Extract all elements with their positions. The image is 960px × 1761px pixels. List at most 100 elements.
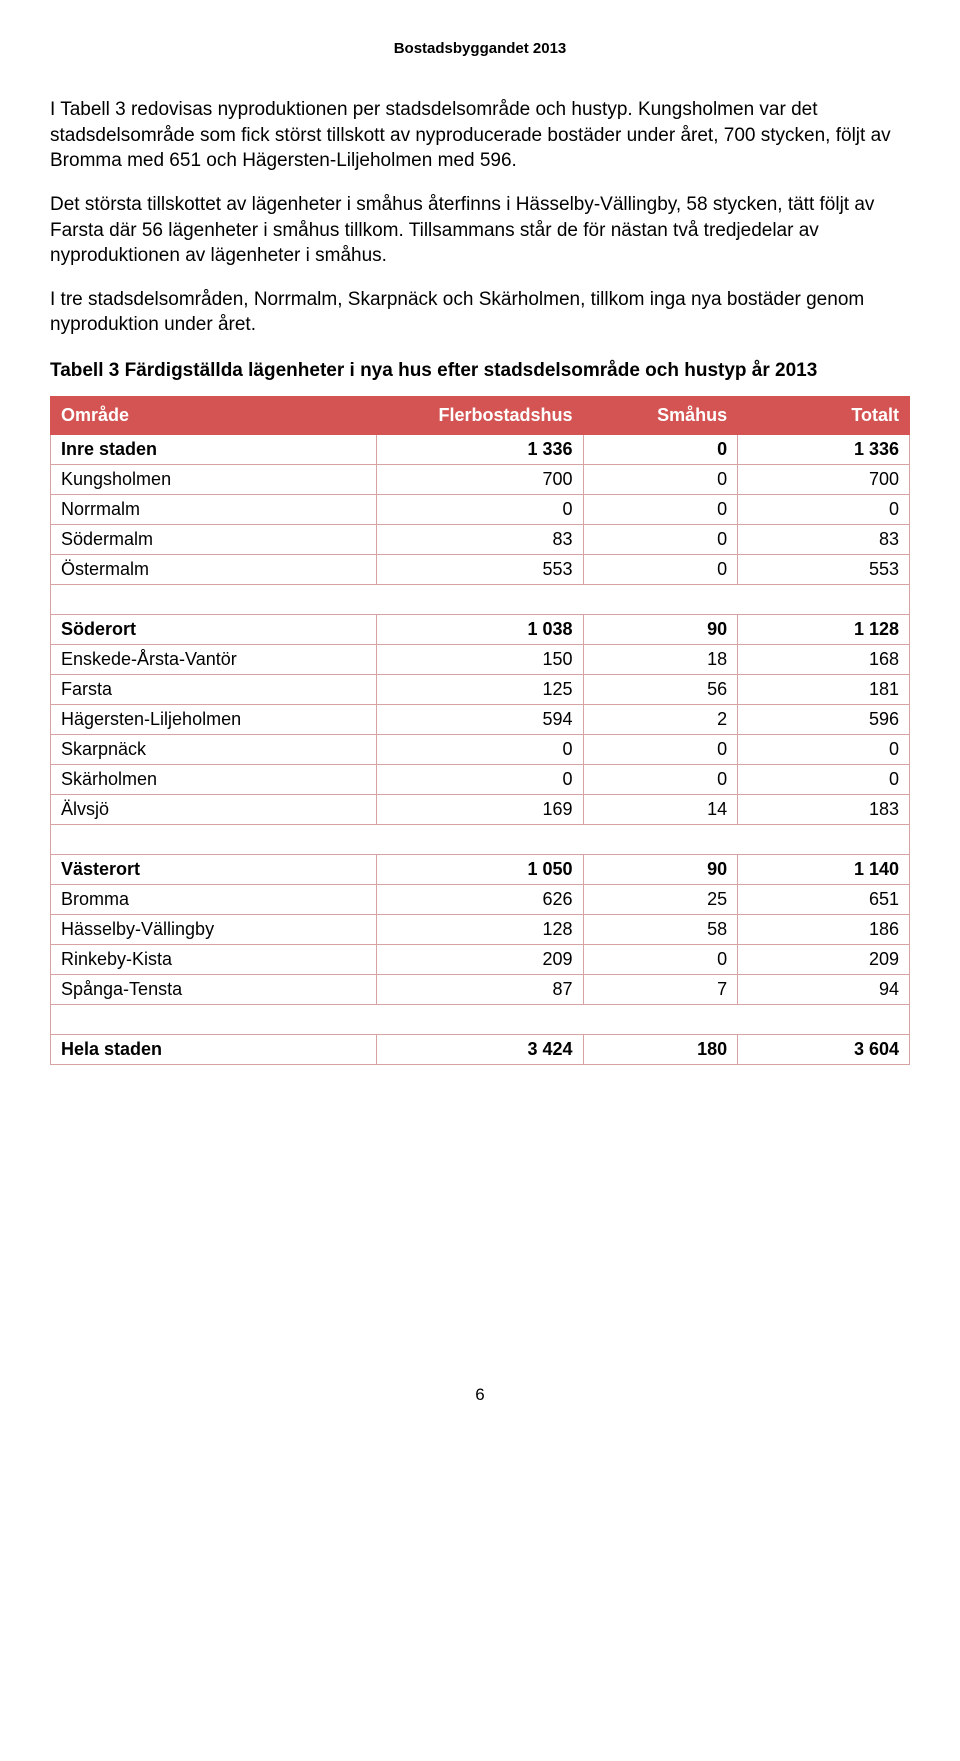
spacer-cell	[51, 1005, 910, 1035]
table-cell: Östermalm	[51, 555, 377, 585]
table-cell: 553	[377, 555, 583, 585]
table-cell: 0	[738, 735, 910, 765]
table-cell: 94	[738, 975, 910, 1005]
table-row: Södermalm83083	[51, 525, 910, 555]
data-table: Område Flerbostadshus Småhus Totalt Inre…	[50, 396, 910, 1065]
table-cell: 1 050	[377, 855, 583, 885]
table-cell: 128	[377, 915, 583, 945]
table-cell: 90	[583, 615, 738, 645]
table-cell: Södermalm	[51, 525, 377, 555]
table-cell: Spånga-Tensta	[51, 975, 377, 1005]
table-cell: 594	[377, 705, 583, 735]
table-row: Älvsjö16914183	[51, 795, 910, 825]
table-cell: 83	[738, 525, 910, 555]
table-cell: 0	[738, 495, 910, 525]
table-cell: 0	[583, 945, 738, 975]
table-cell: 168	[738, 645, 910, 675]
paragraph-1: I Tabell 3 redovisas nyproduktionen per …	[50, 97, 910, 174]
table-cell: 3 424	[377, 1035, 583, 1065]
table-row: Skarpnäck000	[51, 735, 910, 765]
spacer-cell	[51, 825, 910, 855]
col-header-omrade: Område	[51, 397, 377, 435]
table-row: Inre staden1 33601 336	[51, 435, 910, 465]
table-row	[51, 825, 910, 855]
table-cell: 1 038	[377, 615, 583, 645]
table-cell: 186	[738, 915, 910, 945]
table-row: Västerort1 050901 140	[51, 855, 910, 885]
table-row: Enskede-Årsta-Vantör15018168	[51, 645, 910, 675]
table-cell: Rinkeby-Kista	[51, 945, 377, 975]
table-cell: Norrmalm	[51, 495, 377, 525]
table-cell: Skarpnäck	[51, 735, 377, 765]
table-cell: 87	[377, 975, 583, 1005]
table-caption: Tabell 3 Färdigställda lägenheter i nya …	[50, 360, 910, 382]
table-cell: 651	[738, 885, 910, 915]
document-page: Bostadsbyggandet 2013 I Tabell 3 redovis…	[0, 0, 960, 1445]
table-row: Bromma62625651	[51, 885, 910, 915]
page-number: 6	[50, 1385, 910, 1405]
table-row: Rinkeby-Kista2090209	[51, 945, 910, 975]
table-cell: Kungsholmen	[51, 465, 377, 495]
table-cell: 7	[583, 975, 738, 1005]
table-cell: 0	[583, 465, 738, 495]
table-cell: 0	[377, 495, 583, 525]
col-header-totalt: Totalt	[738, 397, 910, 435]
table-cell: 58	[583, 915, 738, 945]
table-cell: 0	[583, 765, 738, 795]
table-cell: 14	[583, 795, 738, 825]
table-cell: 700	[738, 465, 910, 495]
table-header-row: Område Flerbostadshus Småhus Totalt	[51, 397, 910, 435]
table-cell: 0	[377, 735, 583, 765]
table-cell: Hägersten-Liljeholmen	[51, 705, 377, 735]
table-row: Hässelby-Vällingby12858186	[51, 915, 910, 945]
table-cell: Hela staden	[51, 1035, 377, 1065]
table-cell: 183	[738, 795, 910, 825]
col-header-flerbostadshus: Flerbostadshus	[377, 397, 583, 435]
table-cell: 0	[583, 495, 738, 525]
table-cell: Enskede-Årsta-Vantör	[51, 645, 377, 675]
spacer-cell	[51, 585, 910, 615]
table-cell: 125	[377, 675, 583, 705]
table-cell: 1 336	[377, 435, 583, 465]
table-row: Hägersten-Liljeholmen5942596	[51, 705, 910, 735]
table-cell: 56	[583, 675, 738, 705]
table-cell: 0	[583, 735, 738, 765]
table-row: Farsta12556181	[51, 675, 910, 705]
table-cell: 0	[738, 765, 910, 795]
table-cell: 1 128	[738, 615, 910, 645]
table-cell: 1 140	[738, 855, 910, 885]
document-header: Bostadsbyggandet 2013	[50, 40, 910, 57]
table-cell: Hässelby-Vällingby	[51, 915, 377, 945]
table-row: Östermalm5530553	[51, 555, 910, 585]
table-cell: Skärholmen	[51, 765, 377, 795]
table-cell: 150	[377, 645, 583, 675]
table-row: Spånga-Tensta87794	[51, 975, 910, 1005]
table-cell: 209	[738, 945, 910, 975]
table-row: Söderort1 038901 128	[51, 615, 910, 645]
table-row	[51, 585, 910, 615]
table-cell: 90	[583, 855, 738, 885]
table-cell: 83	[377, 525, 583, 555]
table-cell: 1 336	[738, 435, 910, 465]
table-cell: 18	[583, 645, 738, 675]
table-row: Skärholmen000	[51, 765, 910, 795]
table-cell: 181	[738, 675, 910, 705]
table-body: Inre staden1 33601 336Kungsholmen7000700…	[51, 435, 910, 1065]
table-cell: 2	[583, 705, 738, 735]
table-cell: 700	[377, 465, 583, 495]
table-cell: Bromma	[51, 885, 377, 915]
paragraph-3: I tre stadsdelsområden, Norrmalm, Skarpn…	[50, 287, 910, 338]
table-cell: 0	[377, 765, 583, 795]
table-cell: 0	[583, 435, 738, 465]
table-cell: Söderort	[51, 615, 377, 645]
table-row: Hela staden3 4241803 604	[51, 1035, 910, 1065]
table-row: Norrmalm000	[51, 495, 910, 525]
table-cell: 553	[738, 555, 910, 585]
table-cell: Inre staden	[51, 435, 377, 465]
table-row	[51, 1005, 910, 1035]
table-cell: 596	[738, 705, 910, 735]
table-cell: 0	[583, 555, 738, 585]
table-cell: 180	[583, 1035, 738, 1065]
table-cell: 209	[377, 945, 583, 975]
paragraph-2: Det största tillskottet av lägenheter i …	[50, 192, 910, 269]
